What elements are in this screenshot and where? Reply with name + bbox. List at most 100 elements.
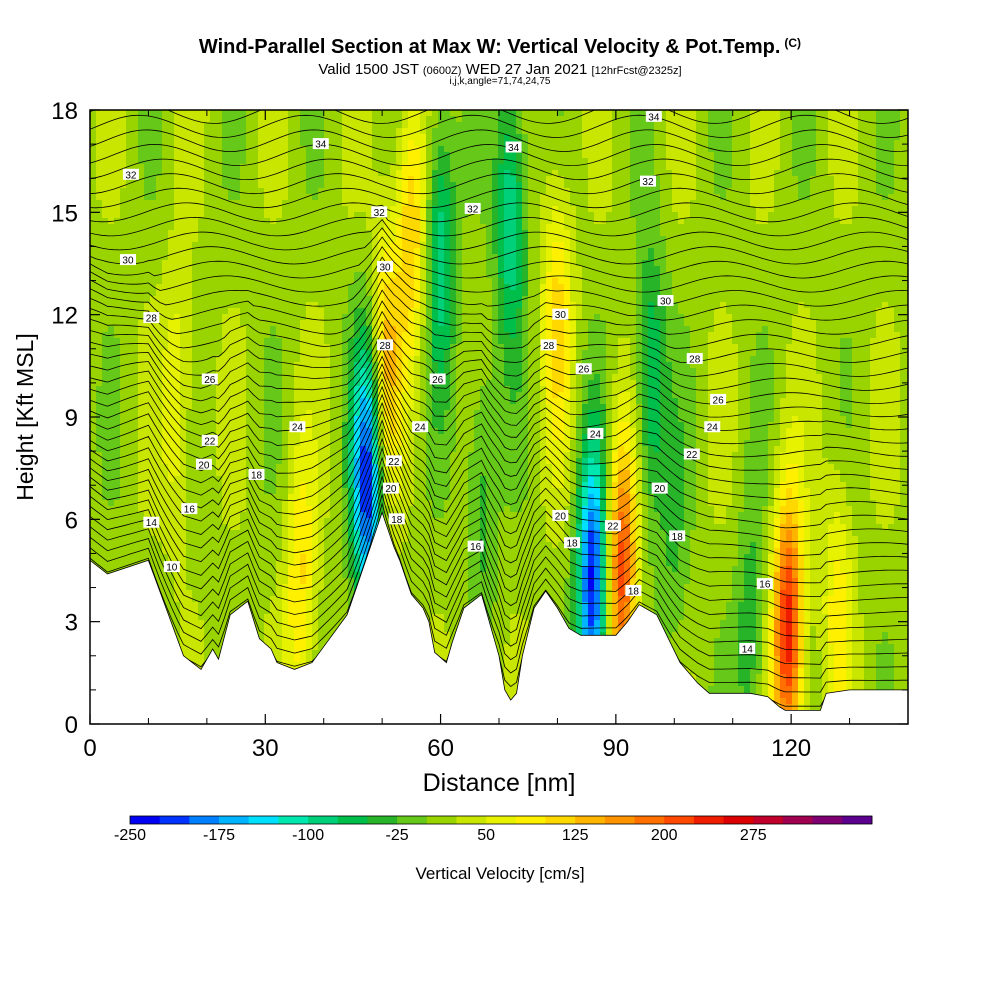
- valid-date: WED 27 Jan 2021: [465, 61, 588, 78]
- isentrope-label-bg: [371, 206, 388, 218]
- isentrope-line: [90, 347, 908, 431]
- colorbar-swatch: [723, 816, 754, 824]
- x-tick-label: 30: [252, 735, 279, 762]
- isentrope-label-bg: [181, 503, 198, 515]
- isentrope-line: [90, 385, 908, 500]
- isentrope-label: 24: [590, 430, 602, 441]
- colorbar-tick-label: 125: [561, 827, 589, 844]
- isentrope-label-bg: [739, 642, 756, 654]
- isentrope-line: [90, 278, 908, 335]
- isentrope-label: 24: [292, 423, 304, 434]
- colorbar-title: Vertical Velocity [cm/s]: [415, 864, 585, 883]
- y-tick-label: 12: [51, 303, 78, 330]
- colorbar-frame: [129, 815, 873, 825]
- isentrope-line: [90, 143, 908, 167]
- isentrope-label-bg: [382, 482, 399, 494]
- isentrope-label: 18: [391, 515, 403, 526]
- isentrope-label: 14: [742, 644, 754, 655]
- isentrope-line: [90, 330, 908, 405]
- isentrope-label: 32: [642, 177, 654, 188]
- isentrope-label: 20: [198, 460, 210, 471]
- isentrope-label: 26: [204, 375, 216, 386]
- isentrope-line: [90, 502, 908, 679]
- isentrope-line: [90, 300, 908, 363]
- isentrope-label: 28: [146, 314, 158, 325]
- colorbar-tick-label: 200: [650, 827, 678, 844]
- colorbar-swatch: [367, 816, 398, 824]
- isentrope-label: 24: [415, 423, 427, 434]
- isentrope-line: [90, 236, 908, 279]
- isentrope-line: [90, 187, 908, 209]
- terrain-profile: [89, 511, 909, 725]
- isentrope-label: 28: [543, 341, 555, 352]
- colorbar-swatch: [575, 816, 606, 824]
- y-tick-label: 0: [65, 712, 78, 739]
- isentrope-label-bg: [639, 175, 656, 187]
- isentrope-line: [90, 173, 908, 195]
- isentrope-line: [90, 129, 908, 153]
- isentrope-label: 10: [166, 563, 178, 574]
- isentrope-labels: 32 30 28 26 24 22 20 18 16 14 10 34 32 30 28 26 24 22 20 18…: [119, 110, 773, 655]
- isentrope-line: [90, 428, 908, 570]
- isentrope-label: 16: [184, 505, 196, 516]
- colorbar-swatch: [486, 816, 517, 824]
- valid-prefix: Valid 1500 JST: [318, 61, 419, 78]
- isentrope-line: [90, 246, 908, 293]
- isentrope-label-bg: [552, 308, 569, 320]
- isentrope-label: 34: [508, 143, 520, 154]
- isentrope-label: 22: [204, 436, 216, 447]
- isentrope-line: [90, 370, 908, 471]
- colorbar-swatch: [397, 816, 428, 824]
- isentrope-label-bg: [467, 540, 484, 552]
- isentrope-label-bg: [377, 260, 394, 272]
- isentrope-line: [90, 401, 908, 529]
- colorbar-swatch: [219, 816, 250, 824]
- isentrope-line: [90, 378, 908, 486]
- isentrope-line: [90, 447, 908, 597]
- isentrope-line: [90, 466, 908, 625]
- isentrope-label-bg: [704, 421, 721, 433]
- colorbar-swatch: [842, 816, 873, 824]
- isentrope-contours: [90, 110, 908, 707]
- isentrope-label-bg: [195, 458, 212, 470]
- x-tick-label: 60: [427, 735, 454, 762]
- isentrope-label-bg: [651, 482, 668, 494]
- isentrope-line: [90, 363, 908, 458]
- isentrope-line: [90, 484, 908, 652]
- isentrope-label-bg: [312, 138, 329, 150]
- isentrope-label-bg: [645, 110, 662, 122]
- isentrope-line: [90, 110, 908, 124]
- isentrope-label-bg: [710, 393, 727, 405]
- axes: 0 30 60 90 120 0 3 6 9 12 15 18: [51, 98, 909, 762]
- isentrope-label: 28: [380, 341, 392, 352]
- isentrope-label: 32: [374, 208, 386, 219]
- isentrope-label: 20: [555, 511, 567, 522]
- isentrope-label: 34: [315, 140, 327, 151]
- isentrope-label: 22: [686, 450, 698, 461]
- isentrope-line: [90, 456, 908, 611]
- colorbar-swatch: [782, 816, 814, 824]
- isentrope-label-bg: [429, 373, 446, 385]
- isentrope-label: 16: [470, 542, 482, 553]
- colorbar-swatch: [812, 816, 843, 824]
- colorbar-swatch: [456, 816, 487, 824]
- colorbar-swatch: [308, 816, 339, 824]
- isentrope-line: [90, 218, 908, 251]
- isentrope-line: [90, 493, 908, 665]
- isentrope-line: [90, 256, 908, 307]
- valid-time-line: Valid 1500 JST (0600Z) WED 27 Jan 2021 […: [0, 61, 1000, 78]
- isentrope-line: [90, 475, 908, 638]
- colorbar-swatch: [426, 816, 457, 824]
- colorbar-swatch: [634, 816, 665, 824]
- isentrope-label-bg: [657, 295, 674, 307]
- colorbar-tick-label: 50: [477, 827, 496, 844]
- isentrope-label-bg: [575, 363, 592, 375]
- colorbar-swatch: [664, 816, 695, 824]
- colorbar-swatch: [693, 816, 724, 824]
- isentrope-label-bg: [201, 373, 218, 385]
- isentrope-label: 32: [467, 204, 479, 215]
- colorbar: [129, 815, 873, 825]
- y-tick-label: 6: [65, 507, 78, 534]
- isentrope-label-bg: [143, 516, 160, 528]
- y-tick-label: 3: [65, 610, 78, 637]
